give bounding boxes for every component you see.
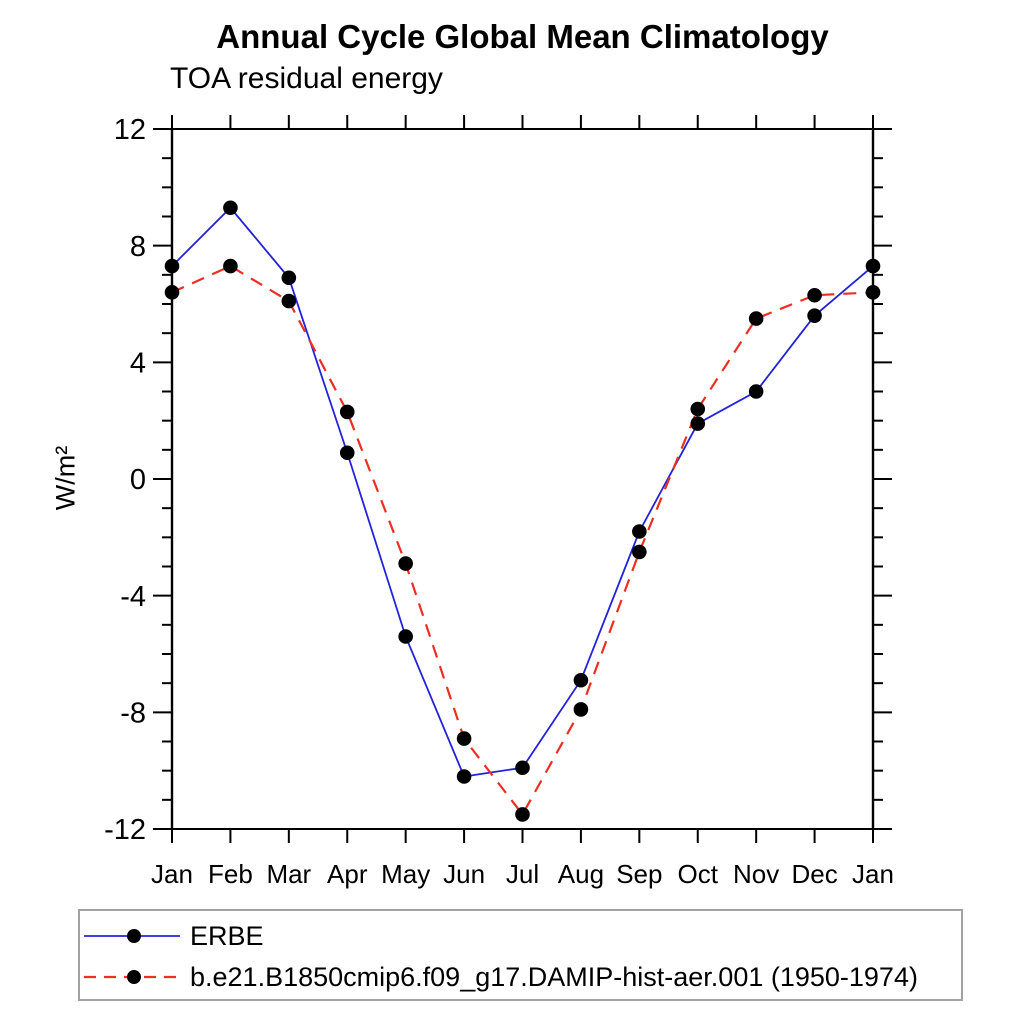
data-point-s1 [398,556,413,571]
y-tick-label: -12 [104,814,146,846]
series-line-1 [171,264,874,817]
x-tick-label: Oct [678,859,719,889]
data-point-s0 [573,672,589,688]
y-tick-label: 0 [130,464,146,496]
data-point-s1 [632,544,647,560]
data-point-s0 [164,258,180,274]
x-tick-label: Jun [443,859,485,889]
legend: ERBE b.e21.B1850cmip6.f09_g17.DAMIP-hist-… [78,909,963,1001]
data-point-s0 [865,258,881,274]
data-point-s0 [223,200,238,216]
x-tick-label: Dec [791,859,837,889]
x-tick-label: Apr [327,859,368,889]
data-point-s0 [690,416,706,431]
data-point-s1 [456,731,472,746]
x-tick-label: Jan [151,859,193,889]
data-point-s0 [456,769,472,784]
data-point-s1 [223,258,238,274]
x-tick-label: Mar [266,859,311,889]
x-tick-label: Jan [852,859,894,889]
data-point-s1 [515,807,530,822]
legend-line-sample [84,970,180,984]
y-tick-label: 8 [130,231,146,263]
data-point-s1 [339,404,355,420]
x-tick-label: Feb [208,859,253,889]
data-point-s0 [748,384,764,399]
x-tick-label: Jul [506,859,539,889]
data-point-s1 [807,287,822,303]
data-point-s0 [515,760,530,776]
legend-line-sample [84,929,180,943]
chart-subtitle: TOA residual energy [170,62,443,95]
data-point-s1 [690,401,706,417]
chart-title: Annual Cycle Global Mean Climatology [216,18,829,55]
data-point-s0 [339,445,355,461]
y-tick-label: 12 [114,114,146,146]
data-point-s0 [398,629,413,644]
x-tick-label: Aug [558,859,604,889]
data-point-s1 [164,285,180,300]
legend-label: ERBE [190,920,264,951]
data-point-s1 [748,311,764,326]
y-tick-label: -8 [120,697,146,729]
legend-label: b.e21.B1850cmip6.f09_g17.DAMIP-hist-aer.… [190,961,918,992]
data-point-s1 [573,702,589,717]
legend-item: ERBE [80,917,264,955]
legend-marker-dot [127,929,141,943]
legend-item: b.e21.B1850cmip6.f09_g17.DAMIP-hist-aer.… [80,958,918,996]
x-tick-label: Nov [733,859,779,889]
legend-marker-dot [127,970,141,984]
x-tick-label: May [381,859,430,889]
data-point-s0 [281,270,297,286]
data-point-s0 [632,524,647,539]
data-point-s1 [865,285,881,300]
y-tick-label: 4 [130,347,146,379]
y-tick-label: -4 [120,581,146,613]
x-tick-label: Sep [616,859,662,889]
data-point-s0 [807,308,822,323]
data-point-s1 [281,293,297,309]
